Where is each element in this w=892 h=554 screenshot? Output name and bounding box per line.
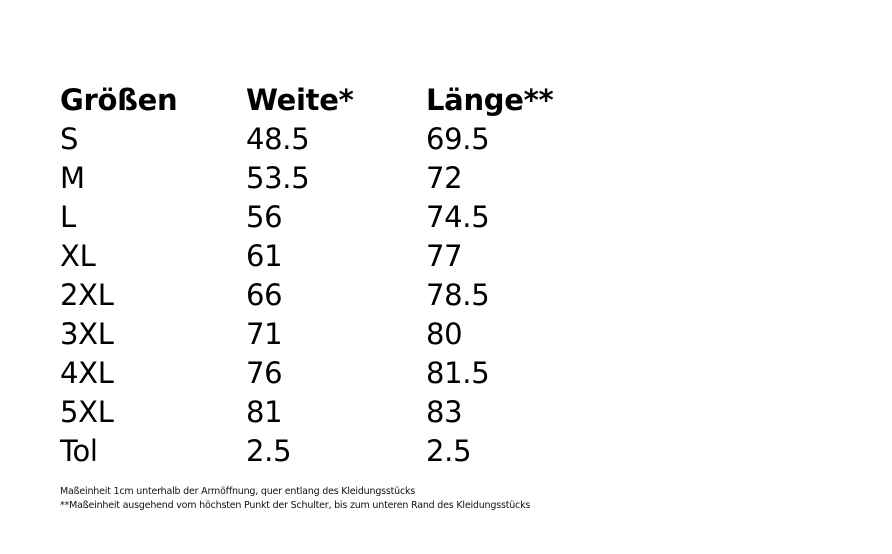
size-cell: 2XL xyxy=(60,277,114,312)
width-cell: 71 xyxy=(246,316,283,351)
header-sizes: Größen xyxy=(60,83,178,117)
size-cell: M xyxy=(60,160,85,195)
footnote-width: Maßeinheit 1cm unterhalb der Armöffnung,… xyxy=(60,486,416,497)
width-cell: 66 xyxy=(246,277,283,312)
length-cell: 77 xyxy=(426,238,463,273)
table-row: 2XL 66 78.5 xyxy=(60,275,626,314)
width-cell: 76 xyxy=(246,355,283,390)
header-width: Weite* xyxy=(246,83,354,117)
size-cell: S xyxy=(60,121,79,156)
length-cell: 72 xyxy=(426,160,463,195)
size-cell: L xyxy=(60,199,76,234)
footnote-length: **Maßeinheit ausgehend vom höchsten Punk… xyxy=(60,500,531,511)
width-cell: 2.5 xyxy=(246,433,292,468)
width-cell: 61 xyxy=(246,238,283,273)
length-cell: 74.5 xyxy=(426,199,490,234)
size-table: Größen Weite* Länge** S 48.5 69.5 M 53.5 72 L 5… xyxy=(60,81,626,470)
width-cell: 53.5 xyxy=(246,160,310,195)
table-row: S 48.5 69.5 xyxy=(60,119,626,158)
table-row: 5XL 81 83 xyxy=(60,392,626,431)
table-header-row: Größen Weite* Länge** xyxy=(60,81,626,119)
size-cell: 3XL xyxy=(60,316,114,351)
header-length: Länge** xyxy=(426,83,554,117)
table-body: S 48.5 69.5 M 53.5 72 L 56 74.5 XL 61 77 2XL 66 78.5 3X… xyxy=(60,119,626,470)
footnotes: Maßeinheit 1cm unterhalb der Armöffnung,… xyxy=(60,485,530,513)
size-cell: 4XL xyxy=(60,355,114,390)
table-row: L 56 74.5 xyxy=(60,197,626,236)
size-cell: Tol xyxy=(60,433,98,468)
table-row: XL 61 77 xyxy=(60,236,626,275)
size-cell: XL xyxy=(60,238,96,273)
table-row: 4XL 76 81.5 xyxy=(60,353,626,392)
table-row: 3XL 71 80 xyxy=(60,314,626,353)
width-cell: 56 xyxy=(246,199,283,234)
length-cell: 80 xyxy=(426,316,463,351)
width-cell: 48.5 xyxy=(246,121,310,156)
table-row: Tol 2.5 2.5 xyxy=(60,431,626,470)
length-cell: 2.5 xyxy=(426,433,472,468)
table-row: M 53.5 72 xyxy=(60,158,626,197)
length-cell: 78.5 xyxy=(426,277,490,312)
size-cell: 5XL xyxy=(60,394,114,429)
length-cell: 83 xyxy=(426,394,463,429)
length-cell: 69.5 xyxy=(426,121,490,156)
width-cell: 81 xyxy=(246,394,283,429)
length-cell: 81.5 xyxy=(426,355,490,390)
